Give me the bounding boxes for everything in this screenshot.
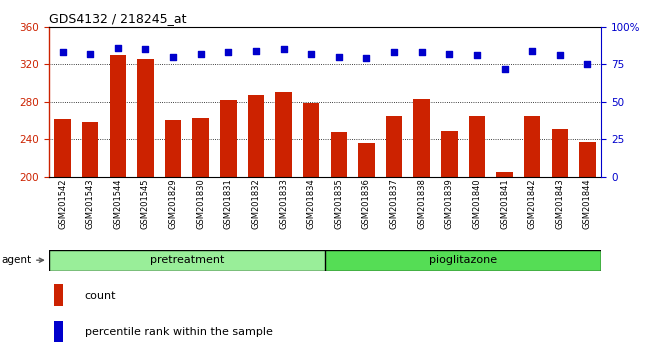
Text: percentile rank within the sample: percentile rank within the sample: [84, 327, 272, 337]
Point: [168, 54, 178, 59]
Bar: [385, 116, 402, 177]
Point: [582, 61, 593, 67]
Bar: [192, 118, 209, 177]
Text: count: count: [84, 291, 116, 301]
Point: [417, 49, 427, 55]
Point: [85, 51, 96, 56]
Bar: [579, 142, 595, 177]
Point: [333, 54, 344, 59]
Bar: [54, 320, 63, 342]
Bar: [165, 120, 181, 177]
Bar: [469, 116, 485, 177]
Point: [278, 46, 289, 52]
Bar: [330, 132, 347, 177]
Bar: [54, 119, 71, 177]
Point: [251, 48, 261, 53]
Point: [361, 55, 372, 61]
Point: [389, 49, 399, 55]
Bar: [524, 116, 541, 177]
Point: [444, 51, 454, 56]
Text: pretreatment: pretreatment: [150, 255, 224, 265]
Bar: [276, 92, 292, 177]
Bar: [49, 250, 325, 271]
Point: [306, 51, 317, 56]
Bar: [137, 58, 154, 177]
Point: [112, 45, 123, 50]
Point: [57, 49, 68, 55]
Bar: [82, 121, 99, 177]
Point: [196, 51, 206, 56]
Point: [527, 48, 538, 53]
Bar: [413, 99, 430, 177]
Bar: [303, 103, 319, 177]
Point: [554, 52, 565, 58]
Point: [472, 52, 482, 58]
Bar: [54, 284, 63, 306]
Text: pioglitazone: pioglitazone: [429, 255, 497, 265]
Point: [499, 66, 510, 72]
Bar: [497, 172, 513, 177]
Bar: [358, 143, 374, 177]
Bar: [248, 95, 264, 177]
Bar: [325, 250, 601, 271]
Bar: [220, 100, 237, 177]
Bar: [441, 131, 458, 177]
Text: agent: agent: [1, 255, 44, 265]
Bar: [109, 55, 126, 177]
Text: GDS4132 / 218245_at: GDS4132 / 218245_at: [49, 12, 187, 25]
Point: [140, 46, 151, 52]
Point: [223, 49, 233, 55]
Bar: [551, 129, 568, 177]
